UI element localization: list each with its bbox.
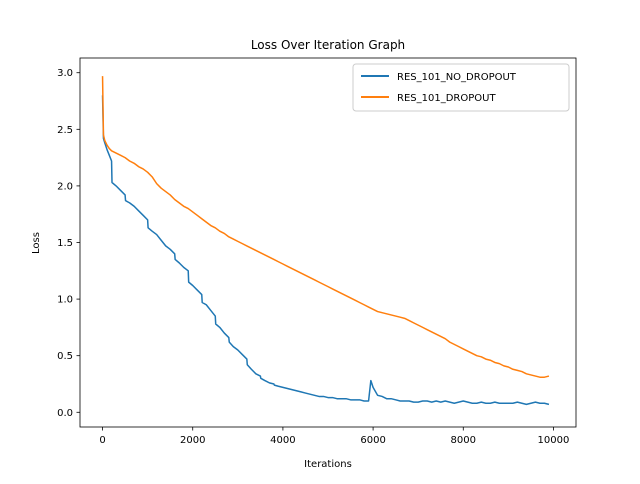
y-tick-label: 3.0 <box>57 68 73 79</box>
plot-area <box>101 76 550 406</box>
legend-box <box>352 63 570 112</box>
x-axis-label: Iterations <box>304 459 352 470</box>
x-tick-label: 6000 <box>360 435 385 446</box>
series-line-1 <box>101 95 550 406</box>
x-tick-label: 2000 <box>180 435 205 446</box>
x-tick-label: 0 <box>99 435 105 446</box>
y-tick-label: 1.5 <box>57 238 73 249</box>
y-tick-label: 2.0 <box>57 181 73 192</box>
series-line-2 <box>101 76 550 378</box>
x-tick-label: 4000 <box>270 435 295 446</box>
legend: RES_101_NO_DROPOUT RES_101_DROPOUT <box>352 63 570 112</box>
y-axis-label: Loss <box>31 232 42 254</box>
y-tick-label: 2.5 <box>57 125 73 136</box>
x-axis-ticks: 0 2000 4000 6000 8000 10000 <box>99 427 569 446</box>
y-tick-label: 1.0 <box>57 295 73 306</box>
y-tick-label: 0.0 <box>57 408 73 419</box>
legend-label-series-2: RES_101_DROPOUT <box>397 93 496 104</box>
axes-frame <box>79 57 577 428</box>
legend-label-series-1: RES_101_NO_DROPOUT <box>397 72 517 83</box>
x-tick-label: 10000 <box>538 435 570 446</box>
chart-title: Loss Over Iteration Graph <box>251 38 405 52</box>
y-axis-ticks: 0.0 0.5 1.0 1.5 2.0 2.5 3.0 <box>57 68 80 419</box>
x-tick-label: 8000 <box>451 435 476 446</box>
y-tick-label: 0.5 <box>57 351 73 362</box>
